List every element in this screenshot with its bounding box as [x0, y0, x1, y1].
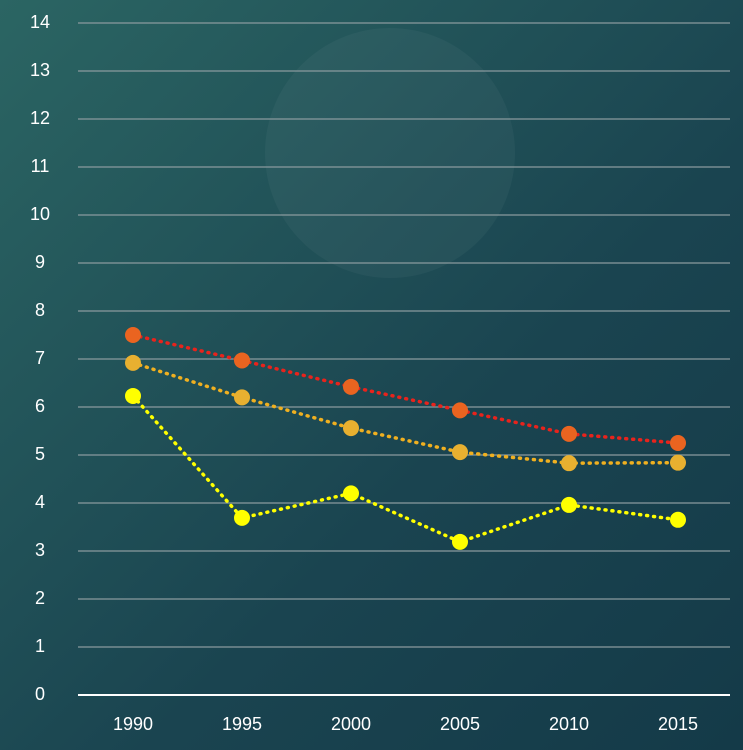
- x-tick-label: 2010: [549, 714, 589, 734]
- y-tick-label: 2: [35, 588, 45, 608]
- x-tick-label: 1990: [113, 714, 153, 734]
- series-line: [131, 394, 680, 544]
- series-line: [131, 333, 680, 445]
- data-point: [670, 454, 686, 471]
- y-tick-label: 14: [30, 12, 50, 32]
- data-point: [343, 378, 359, 395]
- data-point: [452, 402, 468, 419]
- y-tick-label: 13: [30, 60, 50, 80]
- y-tick-label: 5: [35, 444, 45, 464]
- x-tick-label: 2005: [440, 714, 480, 734]
- data-point: [452, 533, 468, 550]
- y-tick-label: 1: [35, 636, 45, 656]
- y-tick-label: 9: [35, 252, 45, 272]
- data-point: [561, 496, 577, 513]
- y-tick-label: 10: [30, 204, 50, 224]
- decor-circle: [265, 28, 515, 278]
- data-point: [343, 485, 359, 502]
- x-tick-label: 1995: [222, 714, 262, 734]
- data-point: [125, 354, 141, 371]
- x-tick-label: 2015: [658, 714, 698, 734]
- data-point: [561, 425, 577, 442]
- data-point: [234, 352, 250, 369]
- data-point: [670, 511, 686, 528]
- x-tick-label: 2000: [331, 714, 371, 734]
- y-tick-label: 6: [35, 396, 45, 416]
- data-point: [125, 327, 141, 343]
- y-tick-label: 12: [30, 108, 50, 128]
- y-tick-label: 7: [35, 348, 45, 368]
- data-point: [234, 509, 250, 526]
- y-tick-label: 4: [35, 492, 45, 512]
- y-tick-label: 3: [35, 540, 45, 560]
- y-tick-label: 0: [35, 684, 45, 704]
- data-point: [670, 435, 686, 451]
- y-tick-label: 8: [35, 300, 45, 320]
- data-point: [125, 387, 141, 404]
- data-point: [452, 444, 468, 461]
- data-point: [561, 455, 577, 472]
- y-tick-label: 11: [31, 156, 50, 176]
- data-point: [234, 389, 250, 406]
- data-point: [343, 420, 359, 437]
